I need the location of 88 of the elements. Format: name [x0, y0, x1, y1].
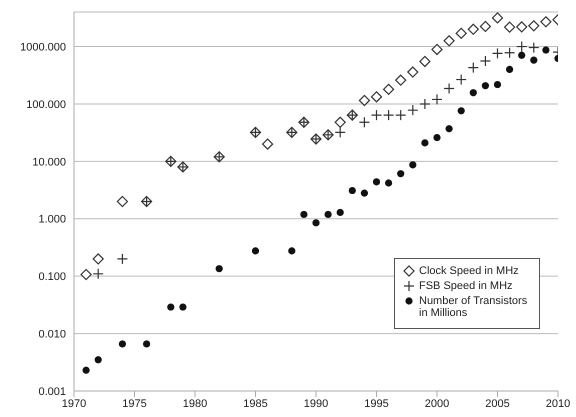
point: [540, 16, 552, 28]
point: [383, 109, 394, 121]
x-tick-label: 2000: [424, 398, 450, 410]
point: [116, 196, 128, 208]
point: [179, 303, 186, 311]
point: [518, 52, 526, 59]
legend-label: Number of Transistors in Millions: [419, 295, 528, 319]
point: [407, 104, 418, 116]
point: [431, 94, 443, 106]
point: [446, 125, 453, 132]
point: [395, 109, 406, 121]
point: [504, 47, 516, 58]
point: [92, 253, 104, 265]
point: [370, 109, 382, 121]
point: [528, 20, 540, 32]
point: [444, 82, 455, 94]
point: [324, 210, 332, 218]
x-tick-label: 1990: [304, 398, 328, 410]
x-tick-label: 1995: [364, 398, 389, 410]
point: [431, 44, 443, 56]
point: [409, 161, 416, 168]
point: [397, 170, 404, 178]
point: [482, 82, 489, 90]
point: [480, 20, 491, 32]
x-tick-label: 1980: [182, 398, 208, 410]
point: [419, 56, 430, 68]
point: [506, 66, 514, 74]
point: [407, 66, 418, 78]
point: [385, 179, 392, 187]
point: [216, 265, 223, 272]
point: [456, 28, 467, 39]
point: [470, 89, 477, 96]
y-tick-label: 0.001: [38, 386, 66, 398]
x-tick-label: 1975: [122, 398, 147, 410]
point: [468, 24, 479, 35]
point: [504, 22, 516, 33]
point: [336, 208, 344, 216]
point: [516, 21, 528, 33]
point: [494, 80, 502, 88]
point: [370, 91, 382, 102]
point: [82, 366, 90, 374]
point: [419, 98, 430, 110]
point: [395, 74, 406, 86]
y-tick-label: 10.000: [32, 156, 66, 168]
x-tick-label: 1985: [243, 398, 268, 410]
point: [167, 303, 174, 311]
legend-label: FSB Speed in MHz: [419, 280, 513, 292]
point: [421, 139, 428, 146]
y-tick-label: 0.100: [38, 271, 66, 284]
point: [530, 56, 538, 64]
y-tick-label: 1000.000: [20, 41, 66, 54]
point: [312, 219, 320, 226]
point: [334, 126, 346, 138]
point: [288, 247, 296, 254]
point: [358, 116, 370, 128]
y-tick-label: 100.000: [26, 98, 66, 111]
point: [372, 178, 380, 186]
point: [143, 340, 150, 348]
point: [492, 48, 504, 60]
point: [252, 247, 260, 254]
point: [458, 107, 465, 114]
point: [360, 190, 368, 197]
point: [516, 40, 528, 52]
point: [300, 210, 308, 218]
legend-label: Clock Speed in MHz: [419, 265, 519, 277]
point: [348, 186, 356, 194]
point: [542, 46, 550, 54]
point: [334, 116, 346, 128]
point: [468, 62, 479, 74]
point: [80, 268, 92, 280]
point: [118, 340, 126, 348]
x-tick-label: 2010: [546, 398, 570, 410]
point: [528, 42, 540, 54]
point: [383, 84, 394, 95]
y-tick-label: 0.010: [38, 328, 66, 340]
point: [433, 134, 441, 142]
point: [456, 74, 467, 86]
x-tick-label: 2005: [485, 398, 510, 410]
point: [92, 268, 104, 280]
point: [358, 94, 370, 106]
y-tick-label: 1.000: [38, 214, 66, 226]
point: [492, 12, 504, 24]
point: [480, 55, 491, 67]
x-tick-label: 1970: [62, 398, 86, 410]
point: [444, 35, 455, 46]
point: [262, 138, 274, 150]
point: [116, 253, 128, 265]
point: [94, 356, 102, 364]
